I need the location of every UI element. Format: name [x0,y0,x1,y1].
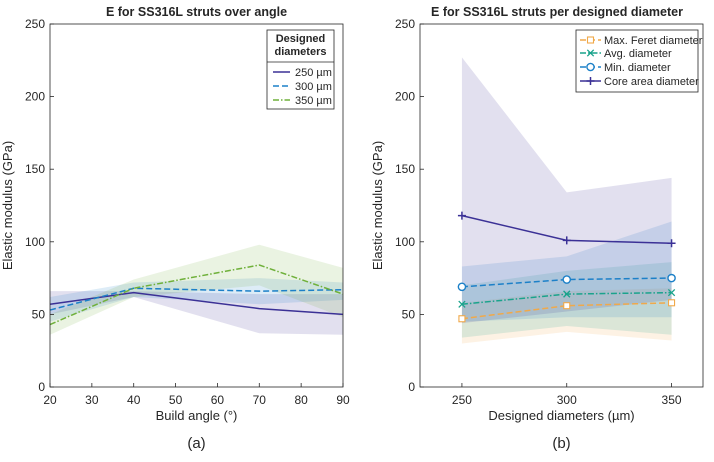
chart-a-legend-label-350: 350 µm [295,95,332,107]
chart-b-bands [461,57,672,344]
chart-a-plot-frame [49,23,344,388]
chart-a-xtick-label-40: 40 [127,393,141,407]
chart-a-ticks: 20 30 40 50 60 70 80 90 0 50 100 150 200 250 [25,17,350,407]
chart-b-ytick-label-200: 200 [395,90,415,104]
chart-a-ytick-label-150: 150 [25,162,45,176]
chart-b-marker-avg-diameter-300 [563,290,571,298]
chart-b-marker-min-diameter-300 [562,275,572,284]
chart-b-ytick-label-50: 50 [402,307,416,321]
chart-b-legend-label-min: Min. diameter [604,62,671,74]
chart-b-marker-avg-diameter-250 [458,300,466,308]
chart-a-legend-title-line1: Designed [276,33,326,45]
chart-a-xtick-label-60: 60 [211,393,225,407]
chart-b-legend-label-core: Core area diameter [604,76,699,88]
chart-b-legend-swatch-min [580,62,601,72]
chart-a-legend-box [266,29,335,110]
chart-b-ytick-label-250: 250 [395,17,415,31]
chart-a-legend-label-250: 250 µm [295,67,332,79]
chart-a-xtick-label-30: 30 [85,393,99,407]
chart-b-line-min-diameter [461,277,672,288]
chart-b-legend-swatch-max-feret [580,36,601,44]
chart-b-marker-min-diameter-350 [667,273,676,283]
chart-b-xtick-label-300: 300 [557,393,577,407]
chart-b-xlabel: Designed diameters (µm) [488,408,634,423]
chart-b-legend-marker-core-area-diameter [586,77,595,85]
chart-a-line-250-m [49,291,344,316]
chart-b-ticks: 250 300 350 0 50 100 150 200 250 [395,17,682,407]
chart-b-line-max-feret-diameter [461,302,672,320]
chart-b-markers [457,211,676,323]
chart-a-ylabel: Elastic modulus (GPa) [0,141,15,270]
chart-b-marker-core-area-diameter-350 [667,239,676,248]
chart-b-legend-marker-avg-diameter [586,49,595,57]
chart-a-ytick-label-250: 250 [25,17,45,31]
chart-a: 20 30 40 50 60 70 80 90 0 50 100 150 200 250 E for SS… [0,5,350,452]
chart-a-ytick-label-50: 50 [32,307,46,321]
chart-b-marker-core-area-diameter-250 [457,211,466,220]
panel-label-a: (a) [187,435,205,452]
chart-a-ytick-label-100: 100 [25,235,45,249]
chart-a-lines [49,264,344,326]
chart-a-title: E for SS316L struts over angle [106,5,287,19]
chart-a-ytick-label-200: 200 [25,90,45,104]
chart-b-marker-max-feret-diameter-250 [458,315,466,323]
chart-b-xtick-label-350: 350 [662,393,682,407]
chart-b-marker-min-diameter-250 [457,282,467,292]
chart-a-xtick-label-50: 50 [169,393,183,407]
chart-a-xtick-label-90: 90 [336,393,350,407]
chart-a-band-250-m [50,291,343,335]
chart-a-legend-title-line2: diameters [275,46,327,58]
chart-b-legend-swatch-core [580,77,601,85]
chart-b-ytick-label-100: 100 [395,235,415,249]
chart-b-legend: Max. Feret diameter Avg. diameter Min. d… [575,29,703,93]
chart-a-xtick-label-20: 20 [43,393,57,407]
chart-b-legend-label-avg: Avg. diameter [604,48,672,60]
chart-b-band-max-feret-diameter [461,288,672,344]
chart-b-band-min-diameter [461,221,672,322]
chart-b-marker-max-feret-diameter-350 [668,299,676,307]
chart-a-legend: Designed diameters 250 µm 300 µm 350 µm [266,29,335,110]
chart-b-band-avg-diameter [461,262,672,338]
chart-b-xtick-label-250: 250 [452,393,472,407]
chart-b-plot-frame [419,23,704,388]
chart-a-xtick-label-80: 80 [294,393,308,407]
chart-b-ylabel: Elastic modulus (GPa) [370,141,385,270]
chart-b-marker-core-area-diameter-300 [562,236,571,245]
chart-a-xtick-label-70: 70 [253,393,267,407]
chart-b-marker-max-feret-diameter-300 [563,302,571,310]
chart-b-legend-marker-max-feret-diameter [586,36,595,44]
chart-b-legend-marker-min-diameter [586,62,595,72]
chart-b-legend-swatch-avg [580,49,601,57]
chart-a-line-300-m [49,287,344,311]
chart-a-xlabel: Build angle (°) [156,408,238,423]
chart-b-ytick-label-0: 0 [408,380,415,394]
chart-b-band-core-area-diameter [461,57,672,324]
chart-a-line-350-m [49,264,344,326]
chart-b-legend-label-max-feret: Max. Feret diameter [604,35,703,47]
chart-a-ytick-label-0: 0 [38,380,45,394]
chart-b: 250 300 350 0 50 100 150 200 250 E for SS316L st… [370,5,704,452]
chart-b-title: E for SS316L struts per designed diamete… [431,5,683,19]
panel-label-b: (b) [552,435,570,452]
chart-b-marker-avg-diameter-350 [667,288,676,297]
chart-a-legend-label-300: 300 µm [295,81,332,93]
chart-b-ytick-label-150: 150 [395,162,415,176]
